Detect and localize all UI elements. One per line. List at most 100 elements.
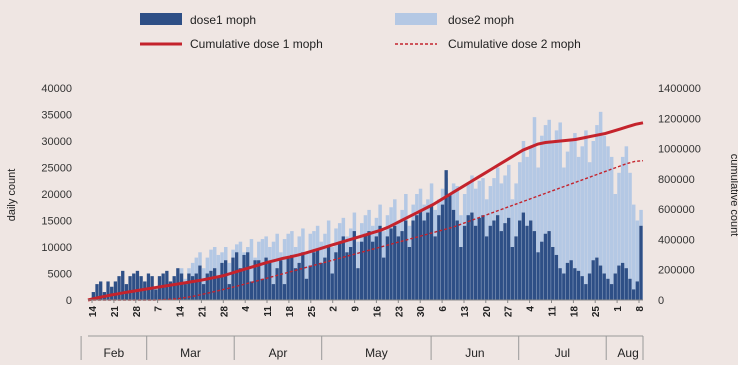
- x-tick-label: 21: [110, 306, 121, 318]
- bar-dose1: [99, 281, 103, 300]
- bar-dose2: [271, 241, 276, 300]
- bar-dose1: [473, 225, 478, 300]
- legend-label-cum1: Cumulative dose 1 moph: [190, 37, 323, 51]
- bar-dose1: [532, 231, 537, 300]
- y-right-tick-label: 800000: [658, 174, 695, 186]
- month-label: Jun: [465, 346, 484, 360]
- bar-dose1: [187, 273, 191, 300]
- bar-dose1: [617, 265, 621, 300]
- bar-dose1: [128, 276, 132, 300]
- bar-dose1: [337, 241, 342, 300]
- bar-dose1: [352, 231, 356, 300]
- x-tick-label: 18: [285, 306, 296, 318]
- x-tick-label: 27: [504, 306, 515, 318]
- bar-dose1: [573, 268, 577, 300]
- bar-dose1: [620, 262, 625, 300]
- y-right-tick-label: 1200000: [658, 113, 701, 125]
- bar-dose1: [558, 268, 562, 300]
- bar-dose1: [304, 278, 309, 300]
- x-tick-label: 18: [569, 306, 580, 318]
- x-tick-label: 30: [416, 306, 427, 318]
- x-tick-label: 4: [241, 306, 252, 312]
- y-right-tick-label: 1000000: [658, 144, 701, 156]
- bar-dose1: [495, 215, 500, 300]
- bar-dose1: [554, 254, 559, 300]
- bar-dose1: [569, 260, 573, 300]
- bar-dose1: [525, 225, 529, 300]
- x-tick-label: 14: [88, 306, 99, 318]
- month-label: May: [365, 346, 388, 360]
- y-axis-left-title: daily count: [6, 169, 18, 222]
- bar-dose2: [587, 162, 592, 300]
- bar-dose1: [484, 236, 489, 300]
- bar-dose1: [587, 273, 592, 300]
- bar-dose1: [231, 257, 235, 300]
- bar-dose2: [260, 239, 265, 300]
- bar-dose1: [415, 215, 419, 300]
- bar-dose1: [602, 273, 606, 300]
- bar-dose1: [462, 225, 467, 300]
- bar-dose2: [580, 146, 585, 300]
- bar-dose1: [132, 273, 136, 300]
- bar-dose1: [235, 252, 239, 300]
- bar-dose1: [477, 217, 481, 300]
- bar-dose1: [374, 236, 378, 300]
- bar-dose2: [584, 130, 588, 300]
- bar-dose1: [418, 209, 423, 300]
- y-left-tick-label: 20000: [41, 189, 72, 201]
- bar-dose1: [507, 217, 511, 300]
- y-right-tick-label: 0: [658, 295, 664, 307]
- bar-dose1: [598, 265, 603, 300]
- month-label: Jul: [555, 346, 570, 360]
- bar-dose2: [606, 146, 610, 300]
- bar-dose1: [168, 281, 173, 300]
- bar-dose2: [569, 141, 573, 300]
- y-left-tick-label: 10000: [41, 242, 72, 254]
- bar-dose1: [488, 225, 492, 300]
- bar-dose2: [635, 220, 640, 300]
- x-tick-label: 20: [482, 306, 493, 318]
- month-label: Feb: [104, 346, 125, 360]
- bar-dose1: [279, 260, 283, 300]
- bar-dose1: [595, 257, 599, 300]
- x-tick-label: 28: [132, 306, 143, 318]
- bar-dose1: [359, 241, 364, 300]
- bar-dose2: [595, 125, 599, 300]
- bar-dose1: [404, 220, 408, 300]
- bar-dose2: [617, 172, 621, 300]
- bar-dose1: [565, 262, 570, 300]
- bar-dose1: [378, 225, 382, 300]
- bar-dose2: [628, 172, 632, 300]
- bar-dose1: [312, 252, 316, 300]
- y-axis-right-title: cumulative count: [728, 154, 738, 237]
- legend-label-cum2: Cumulative dose 2 moph: [448, 37, 581, 51]
- x-tick-label: 21: [197, 306, 208, 318]
- bar-dose2: [613, 194, 618, 300]
- bar-dose2: [282, 239, 287, 300]
- bar-dose1: [268, 262, 272, 300]
- legend: dose1 moph dose2 moph Cumulative dose 1 …: [140, 13, 581, 51]
- y-left-tick-label: 40000: [41, 83, 72, 95]
- bar-dose1: [121, 270, 125, 300]
- y-left-tick-label: 0: [66, 295, 72, 307]
- bar-dose1: [238, 268, 243, 300]
- bar-dose1: [514, 236, 518, 300]
- bar-dose1: [330, 273, 334, 300]
- bar-dose1: [253, 260, 257, 300]
- bar-dose1: [429, 204, 434, 300]
- bar-dose1: [518, 220, 522, 300]
- bar-dose1: [444, 170, 448, 300]
- bar-dose1: [422, 220, 426, 300]
- bar-dose2: [631, 204, 636, 300]
- bar-dose1: [223, 260, 228, 300]
- bar-dose2: [573, 133, 577, 300]
- bar-dose1: [275, 268, 279, 300]
- bar-dose1: [455, 220, 459, 300]
- bar-dose1: [400, 231, 404, 300]
- bar-dose1: [183, 284, 187, 300]
- bar-dose1: [540, 241, 544, 300]
- bar-dose1: [433, 236, 437, 300]
- bar-dose1: [543, 233, 548, 300]
- bar-dose1: [113, 281, 118, 300]
